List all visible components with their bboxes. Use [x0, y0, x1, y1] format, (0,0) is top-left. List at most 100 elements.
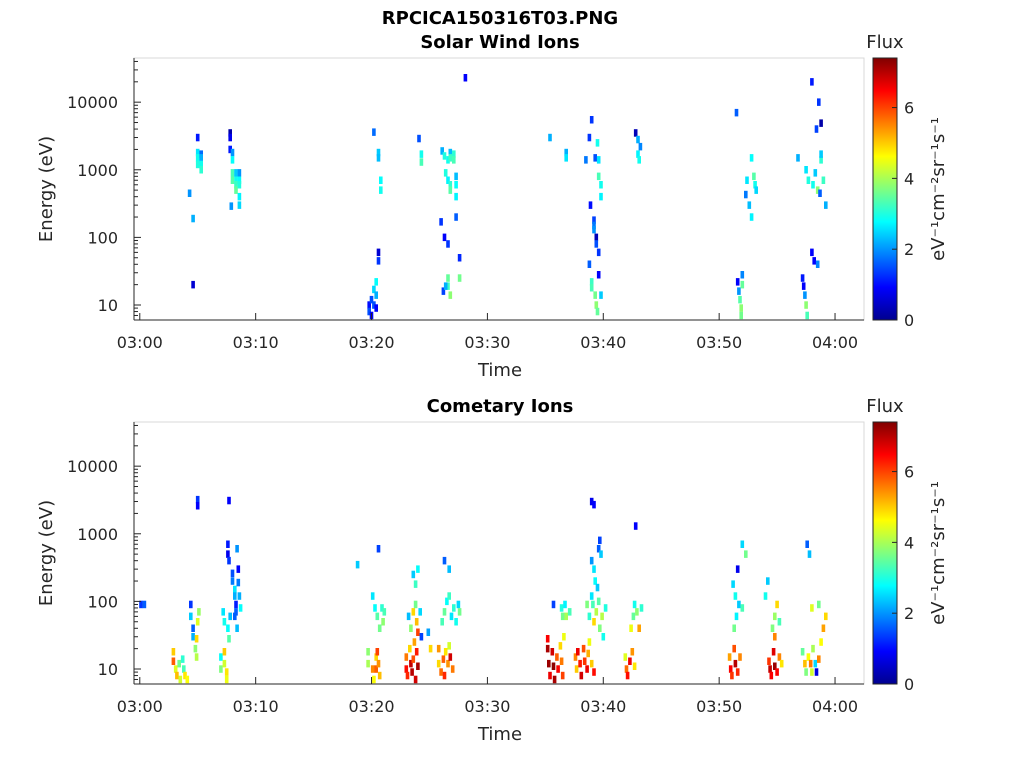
heatmap-cell: [814, 125, 819, 133]
heatmap-cell: [548, 133, 552, 142]
heatmap-cell: [413, 600, 418, 609]
heatmap-cell: [175, 671, 179, 680]
heatmap-cell: [195, 160, 200, 169]
heatmap-cell: [454, 618, 458, 626]
heatmap-cell: [587, 638, 592, 646]
heatmap-cell: [236, 565, 241, 573]
heatmap-cell: [735, 668, 740, 676]
heatmap-cell: [230, 148, 235, 157]
x-tick-label: 03:20: [348, 697, 394, 716]
heatmap-cell: [564, 154, 568, 162]
heatmap-cell: [237, 201, 242, 209]
heatmap-cell: [377, 624, 382, 632]
heatmap-cell: [442, 152, 447, 160]
heatmap-cell: [744, 550, 748, 558]
heatmap-cell: [819, 119, 823, 127]
heatmap-cell: [813, 659, 818, 668]
heatmap-cell: [195, 148, 200, 157]
heatmap-cell: [448, 181, 453, 189]
heatmap-cell: [576, 648, 580, 656]
heatmap-cell: [753, 181, 757, 189]
heatmap-cell: [558, 642, 563, 650]
heatmap-cell: [594, 608, 599, 616]
colorbar-label: Flux: [866, 32, 904, 53]
heatmap-cell: [560, 612, 565, 621]
heatmap-cell: [193, 644, 198, 653]
heatmap-cell: [414, 648, 419, 656]
heatmap-cell: [376, 257, 381, 265]
x-tick-label: 03:20: [348, 333, 394, 352]
heatmap-cell: [811, 181, 815, 189]
heatmap-cell: [804, 166, 808, 174]
heatmap-cell: [810, 78, 814, 86]
heatmap-cell: [376, 248, 381, 257]
heatmap-cell: [591, 600, 595, 609]
heatmap-cell: [734, 612, 739, 621]
heatmap-cell: [594, 301, 599, 309]
heatmap-cell: [189, 600, 193, 609]
heatmap-cell: [450, 665, 455, 673]
heatmap-cell: [600, 612, 604, 621]
heatmap-cell: [805, 311, 809, 320]
heatmap-cell: [754, 186, 758, 194]
heatmap-cell: [592, 565, 596, 573]
heatmap-cell: [587, 612, 592, 621]
axes: 03:00 03:10 03:20 03:30 03:40 03:50 04:00 10 100…: [67, 57, 865, 352]
heatmap-cell: [815, 260, 820, 268]
colorbar-ticks: 0 2 4 6: [892, 463, 914, 694]
x-tick-label: 04:00: [812, 333, 858, 352]
heatmap-cell: [409, 624, 413, 632]
heatmap-cell: [624, 665, 629, 673]
heatmap-cell: [596, 172, 601, 181]
heatmap-cell: [733, 659, 738, 668]
heatmap-cell: [194, 635, 199, 643]
heatmap-cell: [234, 608, 238, 616]
heatmap-cell: [747, 201, 752, 209]
heatmap-cell: [779, 659, 784, 668]
heatmap-cell: [234, 186, 238, 194]
heatmap-cell: [598, 536, 602, 545]
heatmap-cell: [592, 225, 596, 234]
heatmap-cell: [376, 545, 381, 553]
heatmap-cell: [773, 662, 777, 670]
heatmap-cell: [547, 659, 551, 668]
heatmap-cell: [806, 176, 811, 184]
heatmap-cell: [194, 653, 199, 661]
colorbar-tick-label: 6: [904, 99, 914, 118]
plot-box: [133, 421, 865, 685]
heatmap-cell: [593, 154, 597, 162]
heatmap-cell: [585, 600, 589, 609]
heatmap-cell: [632, 662, 637, 670]
heatmap-cell: [738, 653, 742, 661]
heatmap-cell: [592, 221, 596, 230]
heatmap-cell: [763, 592, 768, 600]
solar-wind-panel: Solar Wind Ions 03:00 03:10 03:20 03:30 03:4…: [36, 32, 949, 381]
heatmap-cell: [593, 577, 597, 585]
heatmap-cell: [237, 192, 242, 201]
heatmap-cell: [370, 665, 375, 673]
heatmap-cell: [551, 600, 556, 609]
heatmap-cell: [810, 248, 814, 257]
heatmap-cell: [808, 659, 813, 668]
heatmap-cell: [448, 653, 453, 661]
heatmap-cell: [446, 176, 450, 184]
heatmap-cell: [633, 129, 638, 137]
heatmap-cell: [745, 176, 749, 184]
heatmap-cell: [587, 260, 592, 268]
y-tick-label: 100: [87, 228, 118, 247]
heatmap-cell: [599, 192, 603, 201]
colorbar-tick-label: 0: [904, 311, 914, 330]
heatmap-cell: [769, 671, 774, 680]
heatmap-cell: [197, 608, 201, 616]
heatmap-cell: [191, 633, 195, 641]
heatmap-cell: [601, 633, 606, 641]
heatmap-cell: [740, 280, 745, 289]
heatmap-cell: [379, 176, 383, 184]
heatmap-cell: [230, 577, 235, 585]
heatmap-cell: [821, 624, 826, 632]
y-tick-label: 10: [98, 660, 118, 679]
heatmap-cell: [408, 644, 412, 653]
heatmap-cell: [448, 154, 453, 162]
heatmap-cell: [372, 675, 376, 684]
cometary-panel: Cometary Ions 03:00 03:10 03:20 03:30 03:40 0…: [36, 396, 949, 745]
